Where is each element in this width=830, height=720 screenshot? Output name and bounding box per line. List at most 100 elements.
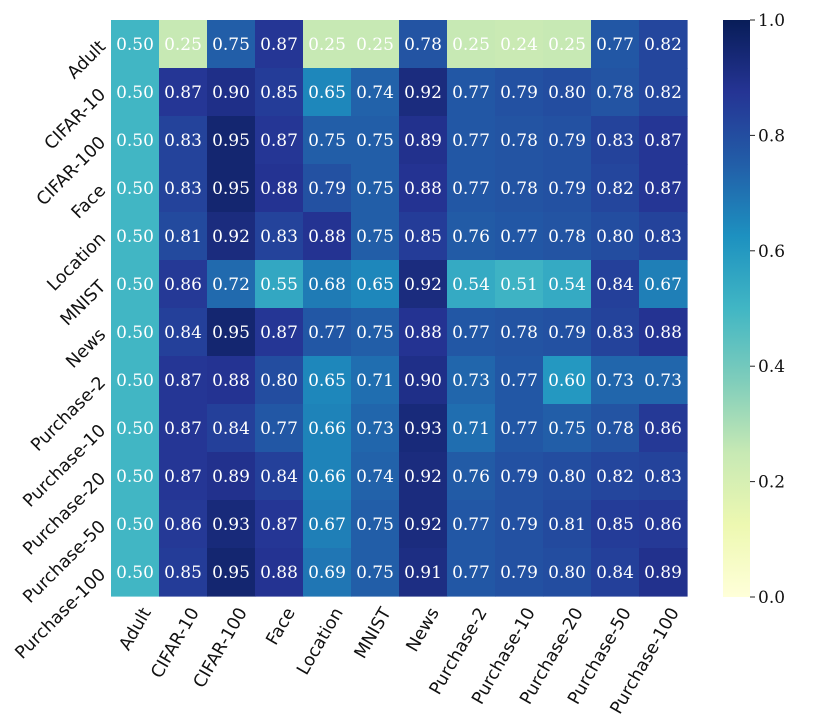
heatmap-cell bbox=[111, 260, 160, 309]
heatmap-cell bbox=[255, 500, 304, 549]
cell-value-label: 0.92 bbox=[212, 227, 250, 247]
cell-value-label: 0.25 bbox=[164, 35, 202, 55]
cell-value-label: 0.71 bbox=[356, 371, 394, 391]
heatmap-cell bbox=[543, 212, 592, 261]
heatmap-cell bbox=[399, 452, 448, 501]
heatmap-cell bbox=[399, 212, 448, 261]
cell-value-label: 0.84 bbox=[260, 467, 298, 487]
colorbar-tick-label: 0.6 bbox=[758, 242, 785, 262]
heatmap-cell bbox=[447, 548, 496, 597]
row-label: Adult bbox=[64, 37, 110, 83]
cell-value-label: 0.95 bbox=[212, 323, 250, 343]
cell-value-label: 0.88 bbox=[644, 323, 682, 343]
heatmap-cell bbox=[639, 548, 688, 597]
cell-value-label: 0.89 bbox=[212, 467, 250, 487]
heatmap-cell bbox=[159, 68, 208, 117]
cell-value-label: 0.65 bbox=[308, 371, 346, 391]
heatmap-cell bbox=[447, 500, 496, 549]
cell-value-label: 0.80 bbox=[596, 227, 634, 247]
heatmap-cell bbox=[639, 500, 688, 549]
cell-value-label: 0.79 bbox=[548, 323, 586, 343]
heatmap-cell bbox=[639, 356, 688, 405]
heatmap-cell bbox=[399, 116, 448, 165]
heatmap-cell bbox=[351, 452, 400, 501]
colorbar-tick-label: 0.2 bbox=[758, 473, 785, 493]
cell-value-label: 0.80 bbox=[548, 563, 586, 583]
cell-value-label: 0.83 bbox=[596, 131, 634, 151]
heatmap-cell bbox=[351, 116, 400, 165]
heatmap-cell bbox=[255, 164, 304, 213]
cell-value-label: 0.50 bbox=[116, 35, 154, 55]
heatmap-cell bbox=[639, 212, 688, 261]
cell-value-label: 0.87 bbox=[644, 131, 682, 151]
cell-value-label: 0.85 bbox=[596, 515, 634, 535]
cell-value-label: 0.80 bbox=[548, 83, 586, 103]
heatmap-cell bbox=[111, 452, 160, 501]
cell-value-label: 0.74 bbox=[356, 83, 394, 103]
heatmap-cell bbox=[543, 164, 592, 213]
heatmap-cell bbox=[303, 356, 352, 405]
heatmap-cell bbox=[639, 404, 688, 453]
cell-value-label: 0.78 bbox=[404, 35, 442, 55]
heatmap-cell bbox=[591, 404, 640, 453]
cell-value-label: 0.81 bbox=[548, 515, 586, 535]
cell-value-label: 0.77 bbox=[452, 131, 490, 151]
heatmap-cell bbox=[639, 116, 688, 165]
colorbar-tick-label: 0.4 bbox=[758, 357, 785, 377]
heatmap-cell bbox=[351, 164, 400, 213]
cell-value-label: 0.67 bbox=[644, 275, 682, 295]
heatmap-cell bbox=[111, 164, 160, 213]
heatmap-cell bbox=[495, 260, 544, 309]
cell-value-label: 0.50 bbox=[116, 371, 154, 391]
heatmap-cell bbox=[399, 20, 448, 69]
heatmap-cell bbox=[543, 500, 592, 549]
heatmap-cell bbox=[351, 548, 400, 597]
cell-value-label: 0.74 bbox=[356, 467, 394, 487]
cell-value-label: 0.78 bbox=[500, 323, 538, 343]
cell-value-label: 0.78 bbox=[548, 227, 586, 247]
cell-value-label: 0.88 bbox=[404, 179, 442, 199]
heatmap-cell bbox=[207, 20, 256, 69]
cell-value-label: 0.67 bbox=[308, 515, 346, 535]
cell-value-label: 0.87 bbox=[644, 179, 682, 199]
cell-value-label: 0.79 bbox=[548, 179, 586, 199]
cell-value-label: 0.75 bbox=[212, 35, 250, 55]
heatmap-cell bbox=[399, 164, 448, 213]
cell-value-label: 0.72 bbox=[212, 275, 250, 295]
cell-value-label: 0.91 bbox=[404, 563, 442, 583]
heatmap-cell bbox=[447, 452, 496, 501]
heatmap-cell bbox=[255, 116, 304, 165]
cell-value-label: 0.78 bbox=[500, 179, 538, 199]
cell-value-label: 0.87 bbox=[164, 371, 202, 391]
heatmap-cell bbox=[207, 452, 256, 501]
cell-value-label: 0.79 bbox=[308, 179, 346, 199]
cell-value-label: 0.66 bbox=[308, 419, 346, 439]
heatmap-cell bbox=[303, 68, 352, 117]
heatmap-cell bbox=[591, 260, 640, 309]
colorbar-tick-label: 0.8 bbox=[758, 126, 785, 146]
cell-value-label: 0.79 bbox=[500, 563, 538, 583]
cell-value-label: 0.50 bbox=[116, 467, 154, 487]
heatmap-cell bbox=[255, 548, 304, 597]
heatmap-cell bbox=[111, 356, 160, 405]
cell-value-label: 0.77 bbox=[596, 35, 634, 55]
cell-value-label: 0.75 bbox=[548, 419, 586, 439]
heatmap-cell bbox=[207, 308, 256, 357]
heatmap-cell bbox=[255, 452, 304, 501]
heatmap-cell bbox=[207, 260, 256, 309]
heatmap-cell bbox=[543, 20, 592, 69]
heatmap-cell bbox=[639, 260, 688, 309]
column-label: Location bbox=[293, 605, 347, 679]
heatmap-cell bbox=[303, 308, 352, 357]
heatmap-cell bbox=[543, 116, 592, 165]
cell-value-label: 0.81 bbox=[164, 227, 202, 247]
cell-value-label: 0.83 bbox=[260, 227, 298, 247]
heatmap-cell bbox=[111, 548, 160, 597]
heatmap-cell bbox=[399, 356, 448, 405]
heatmap-cell bbox=[207, 116, 256, 165]
heatmap-cell bbox=[495, 68, 544, 117]
cell-value-label: 0.65 bbox=[308, 83, 346, 103]
heatmap-cell bbox=[303, 212, 352, 261]
row-label: Face bbox=[68, 181, 110, 223]
